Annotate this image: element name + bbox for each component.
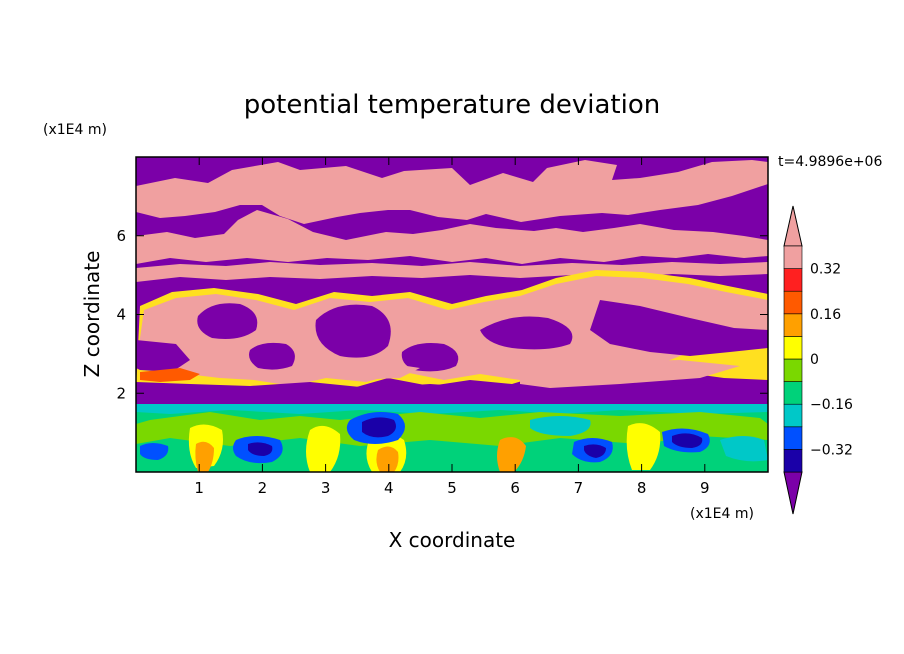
x-tick-label: 6 (510, 479, 520, 497)
cold-eddy (362, 417, 396, 438)
y-axis-label: Z coordinate (80, 251, 104, 378)
cold-eddy (530, 416, 591, 436)
cold-cell (136, 340, 190, 372)
mid-cells (136, 270, 768, 392)
x-axis-label: X coordinate (389, 528, 516, 552)
lower-layer (136, 404, 768, 472)
warm-plume (376, 446, 399, 472)
cold-cell (197, 303, 258, 339)
x-axis: 1 2 3 4 5 6 7 8 9 (194, 157, 710, 497)
y-tick-label: 4 (116, 306, 126, 324)
warm-plume (626, 423, 661, 470)
cold-eddy (672, 433, 703, 448)
x-tick-label: 1 (194, 479, 204, 497)
colorbar-bin (783, 403, 803, 428)
stripe (136, 380, 768, 404)
y-tick-label: 2 (116, 384, 126, 402)
warm-patch (136, 160, 768, 224)
cold-eddy (140, 443, 169, 460)
upper-warm-patches (136, 160, 768, 282)
cold-eddy (248, 442, 273, 456)
colorbar-bin (783, 381, 803, 405)
colorbar-bin (783, 290, 803, 315)
chart-title: potential temperature deviation (244, 90, 660, 120)
colorbar-tick-label: 0.16 (810, 307, 841, 323)
cold-cell (315, 304, 391, 358)
time-label: t=4.9896e+06 (778, 154, 882, 170)
x-tick-label: 4 (384, 479, 394, 497)
warm-plume (195, 441, 214, 472)
cold-cell (401, 343, 459, 372)
cold-band (590, 300, 768, 356)
colorbar-bin (783, 313, 803, 337)
colorbar: 0.32 0.16 0 −0.16 −0.32 (783, 205, 853, 515)
y-axis: 2 4 6 (116, 227, 768, 402)
warm-plume (306, 425, 341, 472)
warm-plume (136, 412, 768, 446)
colorbar-extend-low (783, 471, 803, 515)
stripe (330, 362, 420, 380)
colorbar-bin (783, 245, 803, 269)
colorbar-bin (783, 336, 803, 360)
lower-edge (136, 404, 768, 414)
x-tick-label: 7 (574, 479, 584, 497)
cold-cell (480, 316, 573, 350)
cold-eddy (584, 444, 606, 458)
colorbar-tick-label: 0.32 (810, 262, 841, 278)
colorbar-tick-label: −0.32 (810, 442, 853, 458)
colorbar-bin (783, 449, 803, 473)
colorbar-bin (783, 268, 803, 292)
x-tick-label: 9 (700, 479, 710, 497)
x-tick-label: 2 (258, 479, 268, 497)
colorbar-bin (783, 426, 803, 450)
y-tick-label: 6 (116, 227, 126, 245)
stripe (520, 360, 740, 388)
colorbar-extend-high (783, 205, 803, 247)
transition-stripe (136, 360, 768, 404)
cold-cell (249, 342, 295, 370)
warm-plume (497, 437, 526, 472)
x-tick-label: 8 (637, 479, 647, 497)
x-tick-label: 5 (447, 479, 457, 497)
x-tick-label: 3 (321, 479, 331, 497)
cold-eddy (720, 436, 768, 462)
colorbar-tick-label: −0.16 (810, 397, 853, 413)
stripe (140, 368, 200, 382)
colorbar-bin (783, 358, 803, 382)
warm-patch (136, 210, 768, 264)
colorbar-tick-label: 0 (810, 352, 819, 368)
y-unit-label: (x1E4 m) (43, 122, 107, 138)
x-unit-label: (x1E4 m) (690, 506, 754, 522)
contour-field (136, 157, 768, 472)
